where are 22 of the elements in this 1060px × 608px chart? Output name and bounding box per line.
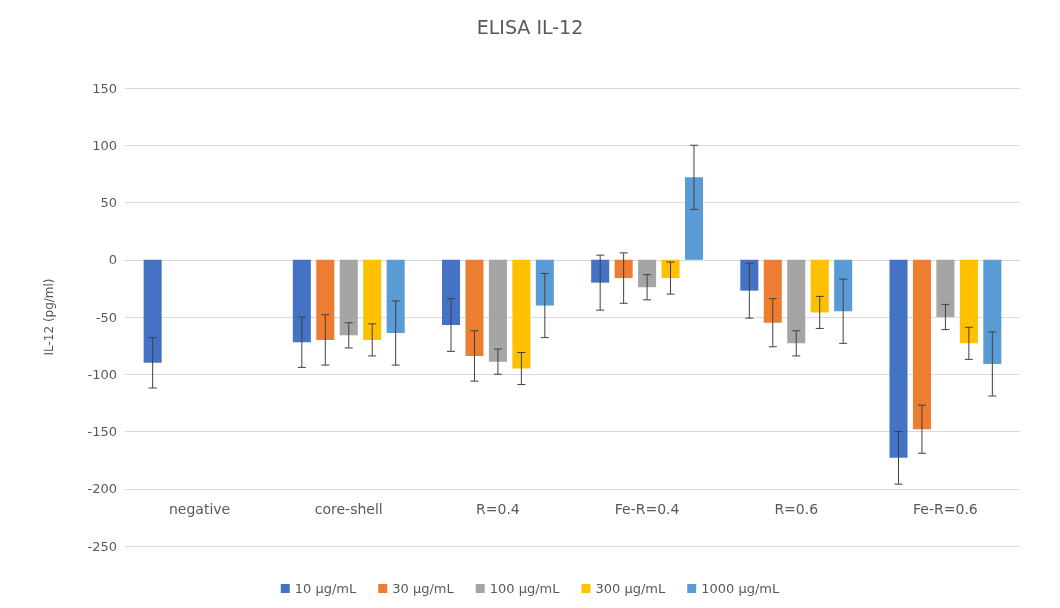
x-tick-label: Fe-R=0.6 (913, 501, 978, 517)
legend-label: 100 µg/mL (489, 581, 561, 596)
y-tick-label: 100 (92, 137, 117, 153)
y-tick-label: -50 (95, 309, 117, 325)
y-tick-label: 50 (100, 195, 117, 210)
x-tick-label: R=0.4 (476, 501, 520, 517)
x-tick-label: R=0.6 (774, 501, 819, 517)
x-tick-label: Fe-R=0.4 (614, 501, 680, 517)
y-tick-label: -100 (87, 366, 117, 382)
legend-label: 10 µg/mL (294, 581, 357, 596)
y-tick-label: 150 (92, 80, 117, 96)
y-axis-title: IL-12 (pg/ml) (42, 278, 56, 356)
x-tick-label: negative (168, 501, 231, 517)
y-tick-label: -250 (87, 538, 117, 554)
x-tick-label: core-shell (314, 501, 383, 517)
legend-label: 1000 µg/mL (701, 581, 781, 596)
y-tick-label: -200 (87, 481, 117, 497)
y-tick-label: -150 (87, 424, 117, 439)
legend-label: 300 µg/mL (595, 581, 666, 596)
y-tick-label: 0 (108, 252, 117, 268)
legend-label: 30 µg/mL (392, 581, 455, 596)
chart-title: ELISA IL-12 (476, 15, 584, 38)
